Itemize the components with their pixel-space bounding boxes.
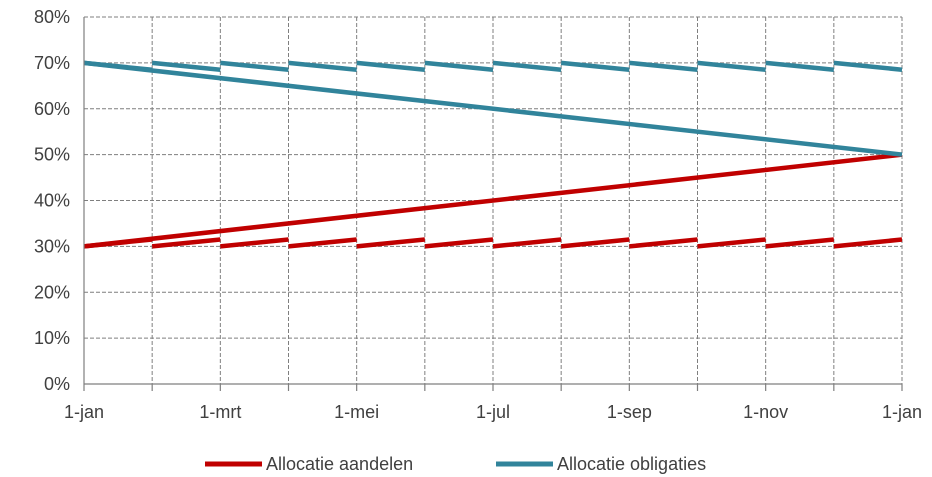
x-tick-label: 1-sep [607,402,652,422]
y-tick-label: 80% [34,7,70,27]
trend-line [83,152,903,249]
y-tick-label: 50% [34,145,70,165]
y-tick-label: 60% [34,99,70,119]
x-tick-label: 1-jan [64,402,104,422]
rebalance-line [83,237,903,249]
y-tick-label: 20% [34,282,70,302]
rebalance-line [83,60,903,72]
y-tick-label: 70% [34,53,70,73]
x-tick-label: 1-mei [334,402,379,422]
y-tick-label: 10% [34,328,70,348]
y-tick-label: 40% [34,191,70,211]
legend-label-obligaties: Allocatie obligaties [557,454,706,474]
legend-label-aandelen: Allocatie aandelen [266,454,413,474]
x-tick-label: 1-nov [743,402,788,422]
axes: 0% 10% 20% 30% 40% 50% 60% 70% 80% 1-jan 1-mrt 1-me… [34,7,922,422]
trend-line [83,60,903,157]
legend: Allocatie aandelen Allocatie obligaties [205,454,706,474]
x-tick-label: 1-jan [882,402,922,422]
y-tick-label: 0% [44,374,70,394]
x-tick-label: 1-mrt [199,402,241,422]
x-tick-label: 1-jul [476,402,510,422]
highlight-bands [64,52,922,257]
series-lines [83,60,903,249]
y-tick-label: 30% [34,236,70,256]
